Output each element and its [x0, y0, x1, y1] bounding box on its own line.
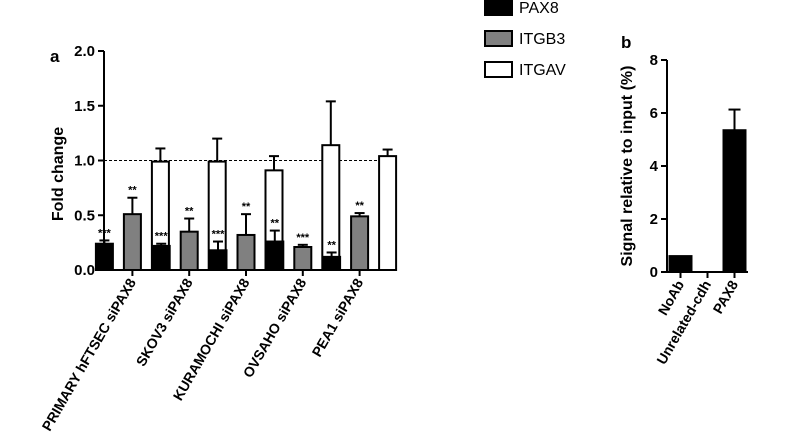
category-label-ovsaho-sipax8: OVSAHO siPAX8 [240, 275, 310, 380]
bar-itgb3-skov3-sipax8 [179, 230, 199, 272]
bar-itgb3-ovsaho-sipax8 [293, 246, 313, 272]
chart-a: 0.00.51.01.52.0*****PRIMARY hFTSEC siPAX… [39, 43, 398, 434]
bar-pax8-pea1-sipax8 [322, 255, 342, 271]
significance-itgb3: ** [355, 200, 364, 212]
significance-itgb3: ** [242, 201, 251, 213]
y-tick-label-a: 0.0 [74, 262, 95, 279]
y-axis-label-a: Fold change [50, 127, 67, 221]
legend-item-itgb3: ITGB3 [484, 30, 565, 48]
significance-itgb3: *** [296, 232, 310, 244]
y-tick-label-b: 8 [650, 52, 658, 69]
panel-a-label: a [50, 47, 60, 66]
legend-swatch-itgav [484, 61, 513, 78]
bar-itgb3-kuramochi-sipax8 [236, 233, 256, 272]
legend-swatch-pax8 [484, 0, 513, 16]
legend-label-itgb3: ITGB3 [519, 31, 565, 48]
panel-b-label: b [621, 33, 631, 52]
category-label-primary-hftsec-sipax8: PRIMARY hFTSEC siPAX8 [39, 275, 140, 433]
significance-itgb3: ** [185, 206, 194, 218]
legend-swatch-itgb3 [484, 30, 513, 47]
y-axis-label-b: Signal relative to input (%) [619, 66, 636, 267]
significance-pax8: *** [98, 227, 112, 239]
significance-itgb3: ** [128, 185, 137, 197]
category-label-pea1-sipax8: PEA1 siPAX8 [309, 275, 367, 359]
category-label-skov3-sipax8: SKOV3 siPAX8 [133, 275, 196, 369]
bar-itgb3-primary-hftsec-sipax8 [122, 213, 142, 271]
legend-label-pax8: PAX8 [519, 0, 559, 17]
legend: PAX8 ITGB3 ITGAV [484, 0, 566, 79]
y-tick-label-a: 1.5 [74, 98, 95, 115]
legend-item-itgav: ITGAV [484, 61, 566, 79]
y-tick-label-a: 2.0 [74, 43, 95, 60]
bar-pax8-kuramochi-sipax8 [208, 249, 228, 271]
bar-pax8 [722, 129, 747, 273]
legend-item-pax8: PAX8 [484, 0, 559, 17]
y-tick-label-b: 0 [650, 264, 658, 281]
y-tick-label-a: 1.0 [74, 153, 95, 170]
y-tick-label-a: 0.5 [74, 207, 95, 224]
bar-pax8-ovsaho-sipax8 [265, 240, 285, 271]
significance-pax8: *** [155, 231, 169, 243]
bar-itgav-pea1-sipax8 [378, 155, 398, 271]
category-label-pax8: PAX8 [709, 277, 741, 316]
y-tick-label-b: 4 [650, 158, 659, 175]
bar-pax8-primary-hftsec-sipax8 [94, 242, 114, 272]
significance-pax8: ** [327, 239, 336, 251]
significance-pax8: *** [212, 229, 226, 241]
bar-itgb3-pea1-sipax8 [350, 215, 370, 271]
bar-pax8-skov3-sipax8 [151, 244, 171, 272]
legend-label-itgav: ITGAV [519, 62, 566, 79]
y-tick-label-b: 6 [650, 105, 658, 122]
bar-noab [668, 255, 693, 274]
significance-pax8: ** [271, 218, 280, 230]
y-tick-label-b: 2 [650, 211, 658, 228]
